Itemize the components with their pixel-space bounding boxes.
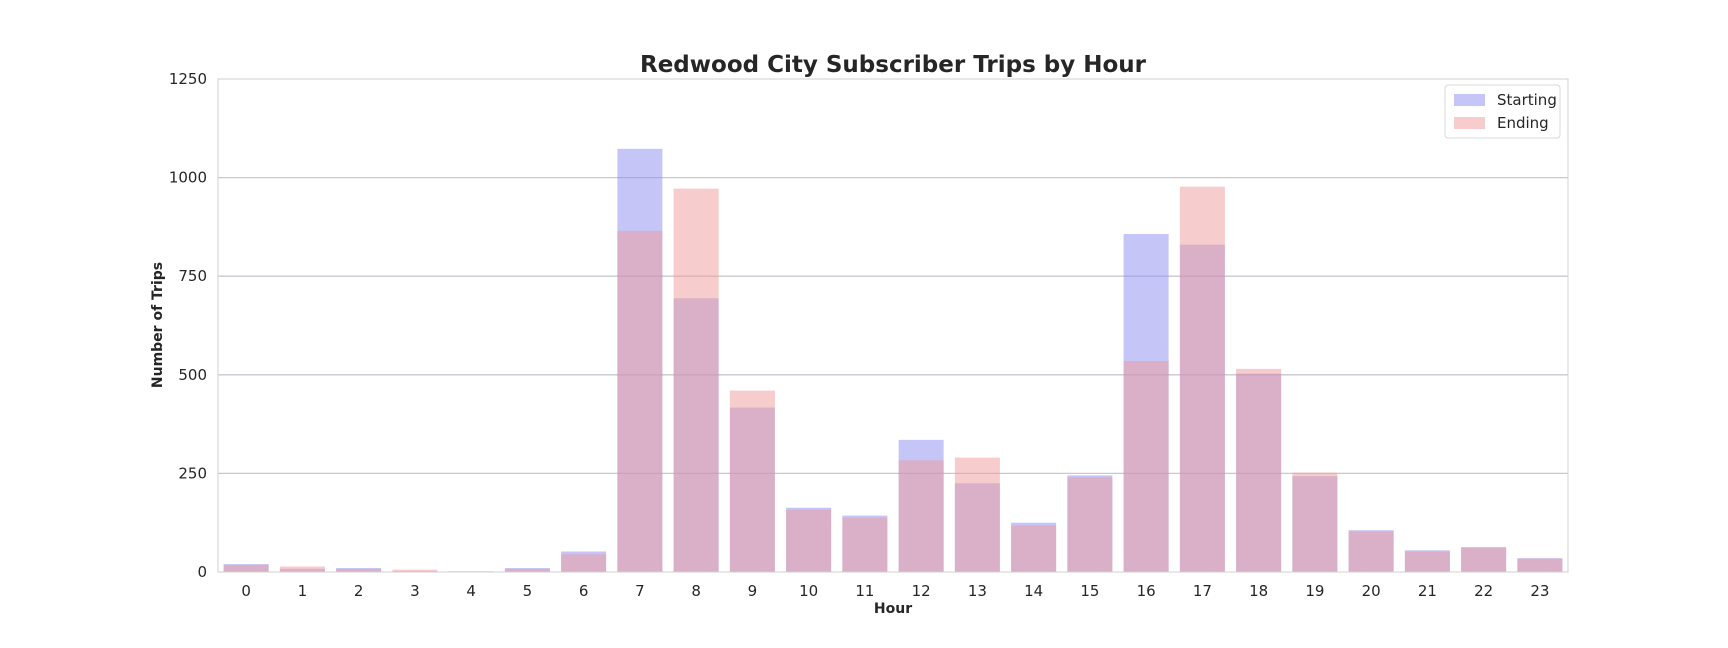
bar-ending-16 bbox=[1123, 360, 1169, 572]
x-tick-label: 18 bbox=[1249, 582, 1268, 600]
x-tick-label: 23 bbox=[1530, 582, 1549, 600]
legend-label-ending: Ending bbox=[1497, 114, 1549, 132]
bar-ending-9 bbox=[729, 390, 775, 572]
bar-ending-13 bbox=[954, 457, 1000, 572]
y-tick-label: 1000 bbox=[169, 169, 207, 187]
x-tick-labels: 0 1 2 3 4 5 6 7 8 9 10 11 12 13 14 15 16 17 18 19 20 21 22 23 bbox=[241, 582, 1549, 600]
x-tick-label: 14 bbox=[1024, 582, 1043, 600]
bar-ending-21 bbox=[1404, 551, 1450, 572]
bar-ending-1 bbox=[279, 566, 325, 572]
bar-ending-10 bbox=[786, 509, 832, 572]
x-tick-label: 4 bbox=[466, 582, 476, 600]
bar-ending-3 bbox=[392, 569, 438, 572]
x-tick-label: 8 bbox=[691, 582, 701, 600]
x-tick-label: 10 bbox=[799, 582, 818, 600]
bar-ending-14 bbox=[1011, 525, 1057, 572]
x-tick-label: 3 bbox=[410, 582, 420, 600]
y-tick-labels: 0 250 500 750 1000 1250 bbox=[169, 70, 207, 581]
legend: Starting Ending bbox=[1444, 84, 1561, 139]
bar-ending-20 bbox=[1348, 531, 1394, 572]
bar-ending-5 bbox=[504, 568, 550, 572]
legend-swatch-ending bbox=[1454, 117, 1485, 129]
bar-ending-15 bbox=[1067, 477, 1113, 572]
bar-ending-0 bbox=[223, 564, 269, 572]
x-tick-label: 0 bbox=[241, 582, 251, 600]
bar-ending-19 bbox=[1292, 472, 1338, 572]
x-tick-label: 19 bbox=[1305, 582, 1324, 600]
x-tick-label: 21 bbox=[1418, 582, 1437, 600]
bar-ending-12 bbox=[898, 460, 944, 572]
series-ending bbox=[223, 186, 1563, 573]
y-tick-label: 1250 bbox=[169, 70, 207, 88]
bar-ending-8 bbox=[673, 188, 719, 573]
x-tick-label: 7 bbox=[635, 582, 645, 600]
x-tick-label: 15 bbox=[1080, 582, 1099, 600]
plot-area bbox=[218, 79, 1568, 572]
x-tick-label: 17 bbox=[1193, 582, 1212, 600]
x-tick-label: 9 bbox=[748, 582, 758, 600]
x-axis-label: Hour bbox=[874, 601, 912, 617]
x-tick-label: 2 bbox=[354, 582, 364, 600]
legend-swatch-starting bbox=[1454, 94, 1485, 106]
x-tick-label: 6 bbox=[579, 582, 589, 600]
x-tick-label: 22 bbox=[1474, 582, 1493, 600]
chart-title: Redwood City Subscriber Trips by Hour bbox=[640, 52, 1147, 78]
y-axis-label: Number of Trips bbox=[150, 262, 166, 388]
bar-ending-22 bbox=[1461, 547, 1507, 572]
gridlines bbox=[218, 176, 1568, 475]
bar-ending-6 bbox=[561, 554, 607, 572]
bar-ending-23 bbox=[1517, 558, 1563, 572]
x-tick-label: 13 bbox=[968, 582, 987, 600]
x-tick-label: 11 bbox=[855, 582, 874, 600]
x-tick-label: 1 bbox=[298, 582, 308, 600]
y-tick-label: 0 bbox=[197, 563, 207, 581]
y-tick-label: 500 bbox=[178, 366, 207, 384]
bar-ending-11 bbox=[842, 517, 888, 572]
bar-ending-2 bbox=[336, 568, 382, 572]
y-tick-label: 250 bbox=[178, 464, 207, 482]
bar-ending-7 bbox=[617, 230, 663, 572]
bar-ending-17 bbox=[1179, 186, 1225, 572]
x-tick-label: 5 bbox=[523, 582, 533, 600]
x-tick-label: 16 bbox=[1137, 582, 1156, 600]
legend-label-starting: Starting bbox=[1497, 91, 1557, 109]
bar-ending-18 bbox=[1236, 368, 1282, 572]
bars bbox=[223, 148, 1563, 573]
y-tick-label: 750 bbox=[178, 267, 207, 285]
x-tick-label: 12 bbox=[912, 582, 931, 600]
plot-frame bbox=[217, 78, 1569, 573]
x-tick-label: 20 bbox=[1362, 582, 1381, 600]
